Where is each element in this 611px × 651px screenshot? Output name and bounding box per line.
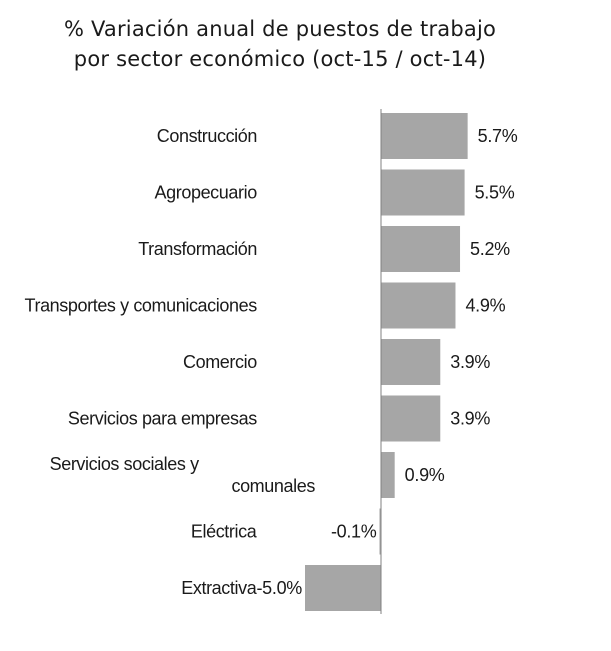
category-label-5: Comercio — [183, 352, 257, 372]
category-label-4: Transportes y comunicaciones — [25, 296, 258, 316]
bar-1 — [381, 113, 468, 159]
chart-title: % Variación anual de puestos de trabajo … — [0, 14, 560, 74]
data-label-3: 5.2% — [470, 239, 510, 259]
category-label-3: Transformación — [138, 239, 257, 259]
category-label-2: Agropecuario — [155, 183, 258, 203]
data-label-1: 5.7% — [478, 126, 518, 146]
bar-3 — [381, 226, 461, 272]
bar-7 — [381, 452, 395, 498]
bar-4 — [381, 282, 456, 329]
chart-title-line-2: por sector económico (oct-15 / oct-14) — [73, 47, 487, 71]
bar-5 — [381, 339, 441, 385]
category-label-7: Servicios sociales ycomunales — [50, 454, 316, 496]
data-label-4: 4.9% — [465, 296, 505, 316]
bar-8 — [379, 508, 381, 555]
category-label-6: Servicios para empresas — [68, 409, 257, 429]
data-label-7: 0.9% — [405, 465, 445, 485]
category-label-9: Extractiva — [181, 578, 257, 598]
category-label-1: Construcción — [157, 126, 257, 146]
data-label-5: 3.9% — [450, 352, 490, 372]
data-label-9: -5.0% — [256, 578, 302, 598]
data-label-8: -0.1% — [331, 522, 377, 542]
data-label-2: 5.5% — [475, 183, 515, 203]
chart-title-line-1: % Variación anual de puestos de trabajo — [63, 17, 497, 41]
data-label-6: 3.9% — [450, 409, 490, 429]
category-label-8: Eléctrica — [191, 522, 258, 542]
bar-6 — [381, 395, 441, 442]
bar-9 — [305, 565, 381, 611]
bar-2 — [381, 169, 465, 216]
